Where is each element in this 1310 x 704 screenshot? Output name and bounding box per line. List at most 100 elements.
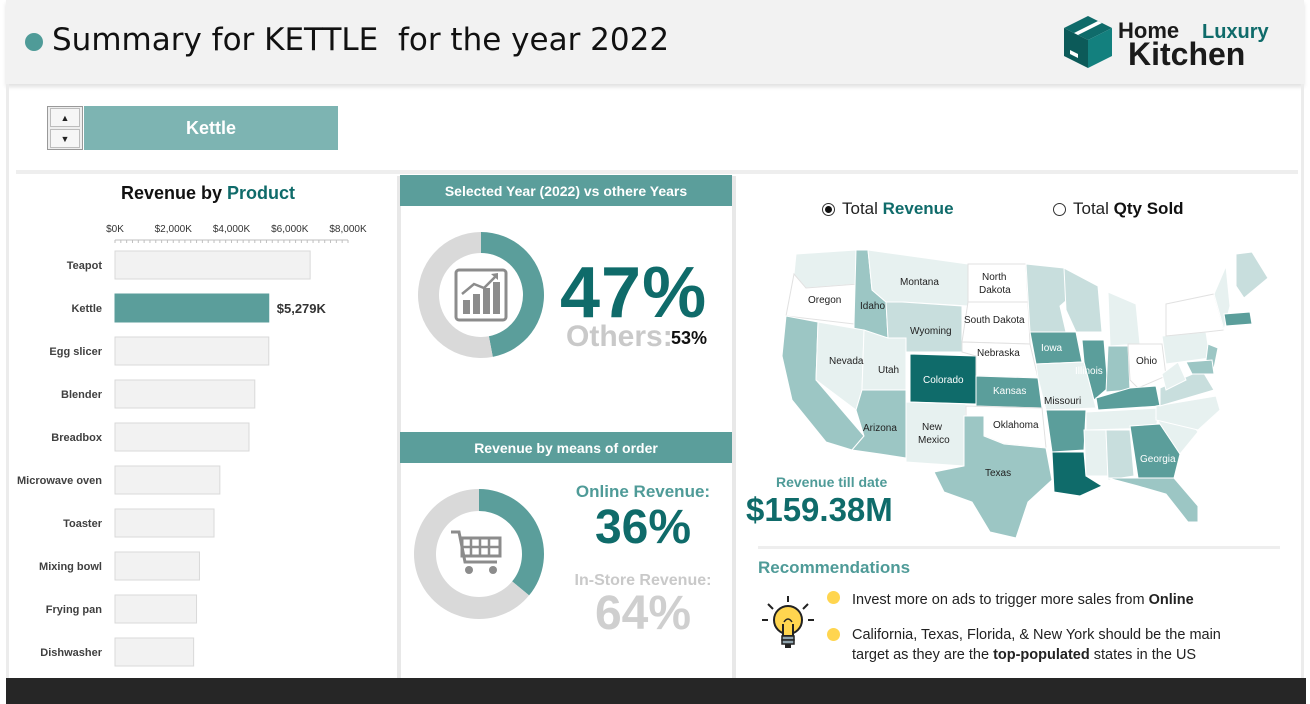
recommendation-2-pre: target as they are the bbox=[852, 647, 994, 663]
map-label-south-dakota: South Dakota bbox=[964, 315, 1025, 326]
map-label-nebraska: Nebraska bbox=[977, 348, 1020, 359]
map-label-oklahoma: Oklahoma bbox=[993, 420, 1039, 431]
map-label-georgia: Georgia bbox=[1140, 454, 1176, 465]
map-label-idaho: Idaho bbox=[860, 301, 885, 312]
selected-product-display: Kettle bbox=[84, 106, 338, 150]
category-label: Kettle bbox=[71, 303, 102, 315]
section-divider bbox=[16, 170, 1298, 174]
state-illinois bbox=[1081, 339, 1109, 401]
category-label: Egg slicer bbox=[49, 346, 102, 358]
map-label-iowa: Iowa bbox=[1041, 343, 1063, 354]
category-label: Dishwasher bbox=[40, 647, 102, 659]
revenue-by-product-title-accent: Product bbox=[227, 183, 296, 203]
recommendation-1: Invest more on ads to trigger more sales… bbox=[852, 590, 1272, 610]
map-label-arizona: Arizona bbox=[863, 423, 897, 434]
map-label-texas: Texas bbox=[985, 468, 1011, 479]
radio-total-qty-sold[interactable]: Total Qty Sold bbox=[1053, 199, 1184, 219]
revenue-by-product-title: Revenue by Product bbox=[60, 183, 356, 204]
state-west-virginia bbox=[1161, 361, 1187, 391]
radio-unselected-icon bbox=[1053, 202, 1066, 216]
map-label-new-mexico-line1: New bbox=[922, 422, 943, 433]
donut-slice-2022 bbox=[481, 232, 544, 357]
radio-qty-prefix: Total bbox=[1073, 199, 1109, 218]
x-tick-label: $8,000K bbox=[329, 224, 367, 235]
recommendation-2-post: states in the US bbox=[1089, 647, 1197, 663]
state-georgia bbox=[1129, 423, 1181, 479]
bar-microwave-oven bbox=[114, 465, 221, 495]
footer-bar bbox=[6, 678, 1306, 704]
bar-mixing-bowl bbox=[114, 551, 200, 581]
online-revenue-label: Online Revenue: bbox=[575, 482, 711, 501]
revenue-by-product-title-prefix: Revenue by bbox=[120, 183, 222, 203]
spinner-up-button[interactable]: ▲ bbox=[50, 108, 80, 127]
map-label-montana: Montana bbox=[900, 277, 939, 288]
logo-text-home: Home bbox=[1118, 18, 1180, 43]
map-label-missouri: Missouri bbox=[1044, 396, 1081, 407]
x-tick-label: $6,000K bbox=[271, 224, 309, 235]
category-label: Microwave oven bbox=[17, 475, 102, 487]
state-florida bbox=[1107, 477, 1199, 523]
bar-blender bbox=[114, 379, 256, 409]
recommendations-divider bbox=[758, 546, 1280, 549]
radio-total-revenue[interactable]: Total Revenue bbox=[822, 199, 954, 219]
state-kentucky bbox=[1095, 385, 1161, 411]
header-bar: Summary for KETTLE for the year 2022 Hom… bbox=[6, 0, 1304, 84]
state-new-mexico bbox=[905, 401, 967, 467]
logo-text-kitchen: Kitchen bbox=[1128, 36, 1246, 72]
category-label: Toaster bbox=[63, 518, 103, 530]
recommendation-bullet-1 bbox=[827, 591, 840, 604]
state-north-dakota bbox=[967, 263, 1029, 303]
logo-text-luxury: Luxury bbox=[1202, 21, 1269, 43]
state-washington bbox=[793, 249, 859, 289]
brand-logo: Home Luxury Kitchen bbox=[1058, 14, 1298, 74]
bar-kettle bbox=[114, 293, 270, 323]
map-label-wyoming: Wyoming bbox=[910, 326, 952, 337]
state-louisiana bbox=[1051, 451, 1104, 497]
recommendation-1-text: Invest more on ads to trigger more sales… bbox=[852, 592, 1149, 608]
box-logo-icon bbox=[1064, 16, 1112, 68]
year-compare-band: Selected Year (2022) vs othere Years bbox=[400, 175, 732, 206]
map-label-illinois: Illinois bbox=[1075, 366, 1103, 377]
state-texas bbox=[933, 415, 1053, 539]
state-wyoming bbox=[885, 301, 963, 353]
map-label-north-dakota-line1: North bbox=[982, 272, 1006, 283]
state-missouri bbox=[1035, 361, 1097, 411]
bar-breadbox bbox=[114, 422, 250, 452]
frame-left bbox=[6, 84, 9, 678]
instore-revenue-value: 64% bbox=[594, 587, 692, 640]
recommendation-1-bold: Online bbox=[1148, 592, 1194, 608]
state-massachusetts bbox=[1223, 311, 1253, 327]
product-spinner[interactable]: ▲ ▼ bbox=[47, 106, 83, 150]
state-ohio bbox=[1127, 343, 1167, 389]
category-label: Frying pan bbox=[46, 604, 103, 616]
map-label-utah: Utah bbox=[878, 365, 899, 376]
us-revenue-map: Montana North Dakota Oregon Idaho Wyomin… bbox=[781, 249, 1269, 539]
panel-divider-right bbox=[732, 176, 736, 678]
state-north-carolina bbox=[1155, 395, 1221, 431]
recommendation-2-line1: California, Texas, Florida, & New York s… bbox=[852, 627, 1221, 643]
shopping-cart-icon bbox=[451, 530, 502, 574]
page-title: Summary for KETTLE for the year 2022 bbox=[52, 22, 670, 58]
recommendation-2: California, Texas, Florida, & New York s… bbox=[852, 625, 1272, 665]
category-label: Breadbox bbox=[51, 432, 103, 444]
instore-revenue-label: In-Store Revenue: bbox=[574, 572, 712, 589]
map-label-new-mexico-line2: Mexico bbox=[918, 435, 950, 446]
triangle-down-icon: ▼ bbox=[60, 133, 70, 144]
state-wisconsin bbox=[1063, 267, 1103, 333]
x-tick-label: $4,000K bbox=[213, 224, 251, 235]
state-arkansas bbox=[1045, 409, 1087, 453]
year-compare-donut bbox=[418, 232, 544, 358]
state-pennsylvania bbox=[1161, 331, 1211, 365]
x-tick-label: $2,000K bbox=[155, 224, 193, 235]
spinner-down-button[interactable]: ▼ bbox=[50, 129, 80, 148]
revenue-till-date-label: Revenue till date bbox=[776, 474, 888, 490]
state-maryland bbox=[1185, 359, 1215, 375]
year-share-percent: 47% bbox=[560, 253, 708, 333]
state-mississippi bbox=[1083, 429, 1109, 477]
state-arizona bbox=[851, 389, 907, 459]
triangle-up-icon: ▲ bbox=[60, 112, 70, 123]
recommendation-bullet-2 bbox=[827, 628, 840, 641]
map-label-colorado: Colorado bbox=[923, 375, 964, 386]
radio-revenue-accent: Revenue bbox=[882, 199, 954, 218]
state-new-york bbox=[1165, 293, 1225, 337]
